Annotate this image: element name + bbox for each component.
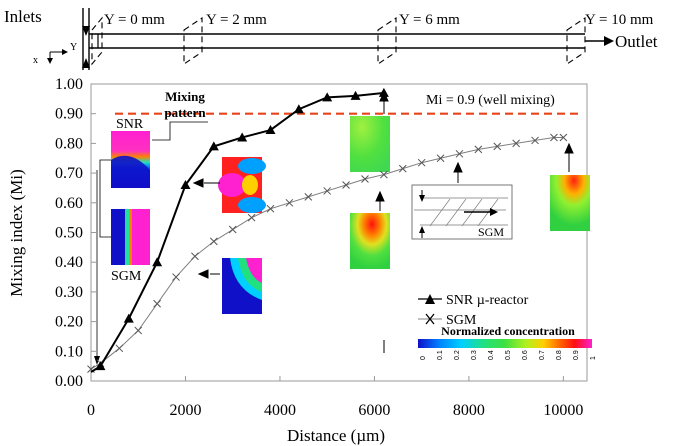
sgm-point [380, 170, 388, 179]
legend-label-snr: SNR µ-reactor [446, 293, 529, 308]
colorbar-tick-label: 0.4 [488, 350, 495, 360]
well-mixing-label: Mi = 0.9 (well mixing) [426, 93, 555, 108]
x-tick-label: 0 [87, 402, 95, 419]
colorbar-tick-label: 0.1 [437, 350, 444, 360]
sgm-point [209, 237, 218, 246]
colorbar-title: Normalized concentration [441, 324, 575, 338]
sgm-point [342, 181, 350, 189]
axis-y-label: Y [70, 42, 77, 53]
position-label-0: Y = 0 mm [104, 12, 165, 28]
snr-line [90, 91, 384, 373]
sgm-point [436, 154, 445, 163]
snr-point [237, 132, 248, 142]
y-tick-label: 0.50 [55, 225, 83, 242]
sgm-point [323, 187, 332, 195]
colorbar-tick-label: 1 [590, 356, 597, 360]
sgm-point [134, 326, 143, 335]
colorbar-gradient [418, 339, 592, 348]
colorbar-tick-label: 0 [420, 356, 427, 360]
x-tick-label: 8000 [453, 402, 485, 419]
position-label-6: Y = 6 mm [399, 12, 460, 28]
snr-point [95, 361, 106, 371]
y-tick-label: 0.10 [55, 343, 83, 360]
x-tick-label: 6000 [358, 402, 390, 419]
sgm-point [361, 175, 369, 183]
sgm-point [153, 299, 161, 308]
y-tick-label: 0.30 [55, 284, 83, 301]
sgm-point [304, 193, 313, 201]
sgm-inset-caption: SGM [478, 225, 504, 239]
snr-point [123, 313, 134, 323]
legend-label-sgm: SGM [446, 313, 477, 328]
x-tick-label: 10000 [543, 402, 583, 419]
sgm-point [550, 133, 558, 142]
snr-point [293, 104, 304, 114]
colorbar-tick-label: 0.2 [454, 350, 461, 360]
sgm-point [115, 344, 124, 353]
snr-point [152, 257, 163, 267]
sgm-point [228, 225, 237, 234]
sgm-contour-y6 [350, 213, 390, 269]
x-axis-label: Distance (µm) [287, 426, 385, 445]
snr-point [378, 87, 389, 97]
snr-point [180, 179, 191, 189]
sgm-geometry-inset: SGM [411, 184, 513, 240]
y-axis-label: Mixing index (Mi) [7, 169, 26, 297]
sgm-point [531, 136, 539, 145]
colorbar-tick-label: 0.7 [539, 350, 546, 360]
inlets-label: Inlets [4, 7, 42, 26]
position-label-10: Y = 10 mm [585, 12, 654, 28]
snr-inset-label: SNR [116, 117, 144, 132]
colorbar-tick-label: 0.8 [556, 350, 563, 360]
axis-x-label: x [33, 55, 38, 66]
sgm-point [398, 164, 407, 173]
x-tick-label: 2000 [169, 402, 201, 419]
sgm-contour-y10 [550, 175, 590, 231]
legend-marker-sgm [425, 313, 435, 325]
legend: SNR µ-reactor SGM [418, 293, 529, 328]
sgm-point [559, 133, 568, 142]
snr-point [350, 90, 361, 100]
sgm-contour-y2 [222, 258, 262, 314]
snr-point [322, 92, 333, 102]
y-axis: 0.00 0.10 0.20 0.30 0.40 0.50 0.60 0.70 0.80 0.90… [55, 76, 96, 390]
series-snr [90, 87, 389, 373]
y-tick-label: 1.00 [55, 76, 83, 93]
y-tick-label: 0.80 [55, 135, 83, 152]
snr-contour-y6 [350, 116, 390, 172]
sgm-point [474, 145, 483, 154]
y-tick-label: 0.20 [55, 314, 83, 331]
colorbar: Normalized concentration 0 0.1 0.2 0.3 0.4 0.… [418, 324, 597, 360]
y-tick-label: 0.00 [55, 373, 83, 390]
position-label-2: Y = 2 mm [206, 12, 267, 28]
sgm-point [266, 204, 275, 213]
snr-point [208, 141, 219, 151]
sgm-point [247, 213, 256, 222]
sgm-point [285, 198, 294, 207]
y-tick-label: 0.70 [55, 165, 83, 182]
sgm-point [191, 252, 199, 261]
snr-point [265, 125, 276, 135]
sgm-point [493, 142, 502, 151]
y-tick-label: 0.90 [55, 106, 83, 123]
colorbar-tick-label: 0.9 [573, 350, 580, 360]
sgm-point [512, 139, 520, 148]
sgm-point [455, 149, 464, 158]
mixing-pattern-label-line2: pattern [164, 105, 206, 120]
sgm-point [417, 158, 426, 167]
x-axis: 0 2000 4000 6000 8000 10000 [87, 376, 583, 419]
colorbar-tick-label: 0.6 [522, 350, 529, 360]
sgm-inset-label: SGM [111, 269, 142, 284]
mixing-pattern-label-line1: Mixing [165, 89, 205, 104]
sgm-point [172, 273, 180, 281]
y-tick-label: 0.40 [55, 254, 83, 271]
channel-schematic: Inlets Outlet Y = 0 mm Y = 2 mm Y = 6 mm… [4, 7, 658, 70]
outlet-label: Outlet [615, 32, 658, 51]
x-tick-label: 4000 [264, 402, 296, 419]
colorbar-tick-label: 0.3 [471, 350, 478, 360]
y-tick-label: 0.60 [55, 195, 83, 212]
colorbar-tick-label: 0.5 [505, 350, 512, 360]
snr-contour-y2 [218, 157, 266, 213]
